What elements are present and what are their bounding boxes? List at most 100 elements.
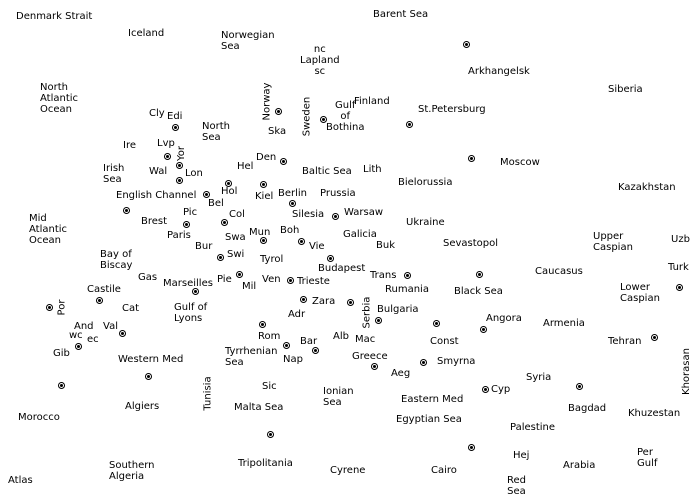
region-label-khuzestan: Khuzestan (628, 408, 681, 419)
region-label-prussia: Prussia (320, 188, 356, 199)
region-label-barent-sea: Barent Sea (373, 9, 429, 20)
supply-center-swi[interactable] (217, 254, 224, 261)
supply-center-tripolitania[interactable] (468, 444, 475, 451)
supply-center-turk[interactable] (676, 284, 683, 291)
supply-center-norway[interactable] (275, 108, 282, 115)
region-label-gib: Gib (53, 348, 70, 359)
region-label-lapland: nc Lapland sc (300, 44, 340, 77)
supply-center-marseilles[interactable] (192, 288, 199, 295)
region-label-english-channel: English Channel (116, 190, 197, 201)
supply-center-lon[interactable] (176, 177, 183, 184)
supply-center-sevastopol[interactable] (476, 271, 483, 278)
region-label-swi: Swi (227, 249, 245, 260)
supply-center-por[interactable] (46, 304, 53, 311)
supply-center-bar[interactable] (312, 347, 319, 354)
region-label-bar: Bar (300, 336, 318, 347)
region-label-bur: Bur (195, 241, 213, 252)
region-label-bel: Bel (208, 198, 224, 209)
region-label-zara: Zara (312, 296, 336, 307)
supply-center-smyrna[interactable] (420, 359, 427, 366)
region-label-pic: Pic (183, 207, 198, 218)
supply-center-vie[interactable] (298, 238, 305, 245)
supply-center-morocco[interactable] (145, 373, 152, 380)
supply-center-cat[interactable] (119, 330, 126, 337)
supply-center-tehran[interactable] (651, 334, 658, 341)
region-label-syria: Syria (526, 372, 552, 383)
supply-center-mun[interactable] (260, 237, 267, 244)
supply-center-gib[interactable] (58, 382, 65, 389)
supply-center-bel[interactable] (203, 191, 210, 198)
region-label-ukraine: Ukraine (406, 217, 445, 228)
supply-center-warsaw[interactable] (332, 213, 339, 220)
supply-center-kiel[interactable] (260, 181, 267, 188)
region-label-nap: Nap (283, 354, 303, 365)
region-label-egyptian-sea: Egyptian Sea (396, 414, 462, 425)
region-label-western-med: Western Med (118, 354, 184, 365)
supply-center-st-petersburg[interactable] (406, 121, 413, 128)
supply-center-cyp[interactable] (576, 383, 583, 390)
region-label-hel: Hel (237, 161, 254, 172)
supply-center-western-med[interactable] (482, 386, 489, 393)
supply-center-sweden[interactable] (320, 116, 327, 123)
region-label-upper-caspian: Upper Caspian (593, 231, 633, 253)
region-label-trieste: Trieste (297, 276, 330, 287)
region-label-lon: Lon (185, 168, 203, 179)
region-label-berlin: Berlin (278, 188, 308, 199)
supply-center-brest[interactable] (123, 207, 130, 214)
region-label-cairo: Cairo (431, 465, 457, 476)
region-label-alb: Alb (333, 331, 349, 342)
region-label-uzb: Uzb (671, 234, 690, 245)
region-label-hej: Hej (513, 450, 530, 461)
region-label-per-gulf: Per Gulf (637, 447, 658, 469)
supply-center-arkhangelsk[interactable] (463, 41, 470, 48)
region-label-ven: Ven (262, 274, 281, 285)
supply-center-cairo[interactable] (176, 162, 183, 169)
supply-center-bagdad[interactable] (267, 431, 274, 438)
supply-center-greece[interactable] (371, 363, 378, 370)
supply-center-edi[interactable] (172, 124, 179, 131)
supply-center-nap[interactable] (283, 342, 290, 349)
region-label-mun: Mun (249, 227, 271, 238)
supply-center-budapest[interactable] (327, 255, 334, 262)
region-label-armenia: Armenia (543, 318, 585, 329)
region-label-khorasan: Khorasan (680, 348, 692, 395)
region-label-smyrna: Smyrna (437, 356, 476, 367)
region-label-warsaw: Warsaw (344, 207, 384, 218)
region-label-galicia: Galicia (343, 229, 377, 240)
region-label-castile: Castile (87, 284, 121, 295)
region-label-bulgaria: Bulgaria (377, 304, 419, 315)
supply-center-hol[interactable] (225, 180, 232, 187)
region-label-cat: Cat (122, 303, 140, 314)
supply-center-angora[interactable] (480, 326, 487, 333)
supply-center-castile[interactable] (96, 297, 103, 304)
supply-center-trans[interactable] (404, 272, 411, 279)
supply-center-const[interactable] (433, 320, 440, 327)
supply-center-col[interactable] (221, 219, 228, 226)
region-label-swa: Swa (225, 232, 246, 243)
region-label-siberia: Siberia (608, 84, 643, 95)
region-label-norway: Norway (261, 82, 273, 121)
region-label-black-sea: Black Sea (454, 286, 503, 297)
region-label-denmark-strait: Denmark Strait (16, 11, 93, 22)
supply-center-den[interactable] (280, 158, 287, 165)
region-label-baltic-sea: Baltic Sea (302, 166, 352, 177)
supply-center-zara[interactable] (300, 296, 307, 303)
supply-center-berlin[interactable] (289, 200, 296, 207)
region-label-vie: Vie (309, 241, 325, 252)
supply-center-moscow[interactable] (468, 155, 475, 162)
region-label-tyrol: Tyrol (260, 254, 284, 265)
supply-center-lvp[interactable] (164, 153, 171, 160)
region-label-gulf-of-lyons: Gulf of Lyons (174, 302, 208, 324)
supply-center-rom[interactable] (259, 321, 266, 328)
supply-center-bulgaria[interactable] (375, 317, 382, 324)
supply-center-serbia[interactable] (347, 299, 354, 306)
region-label-pie: Pie (217, 274, 232, 285)
region-label-tehran: Tehran (608, 336, 642, 347)
supply-center-val[interactable] (75, 343, 82, 350)
region-label-southern-algeria: Southern Algeria (109, 460, 155, 482)
supply-center-mil[interactable] (236, 271, 243, 278)
supply-center-paris[interactable] (183, 221, 190, 228)
supply-center-trieste[interactable] (287, 277, 294, 284)
region-label-hol: Hol (221, 186, 238, 197)
region-label-lith: Lith (363, 164, 382, 175)
